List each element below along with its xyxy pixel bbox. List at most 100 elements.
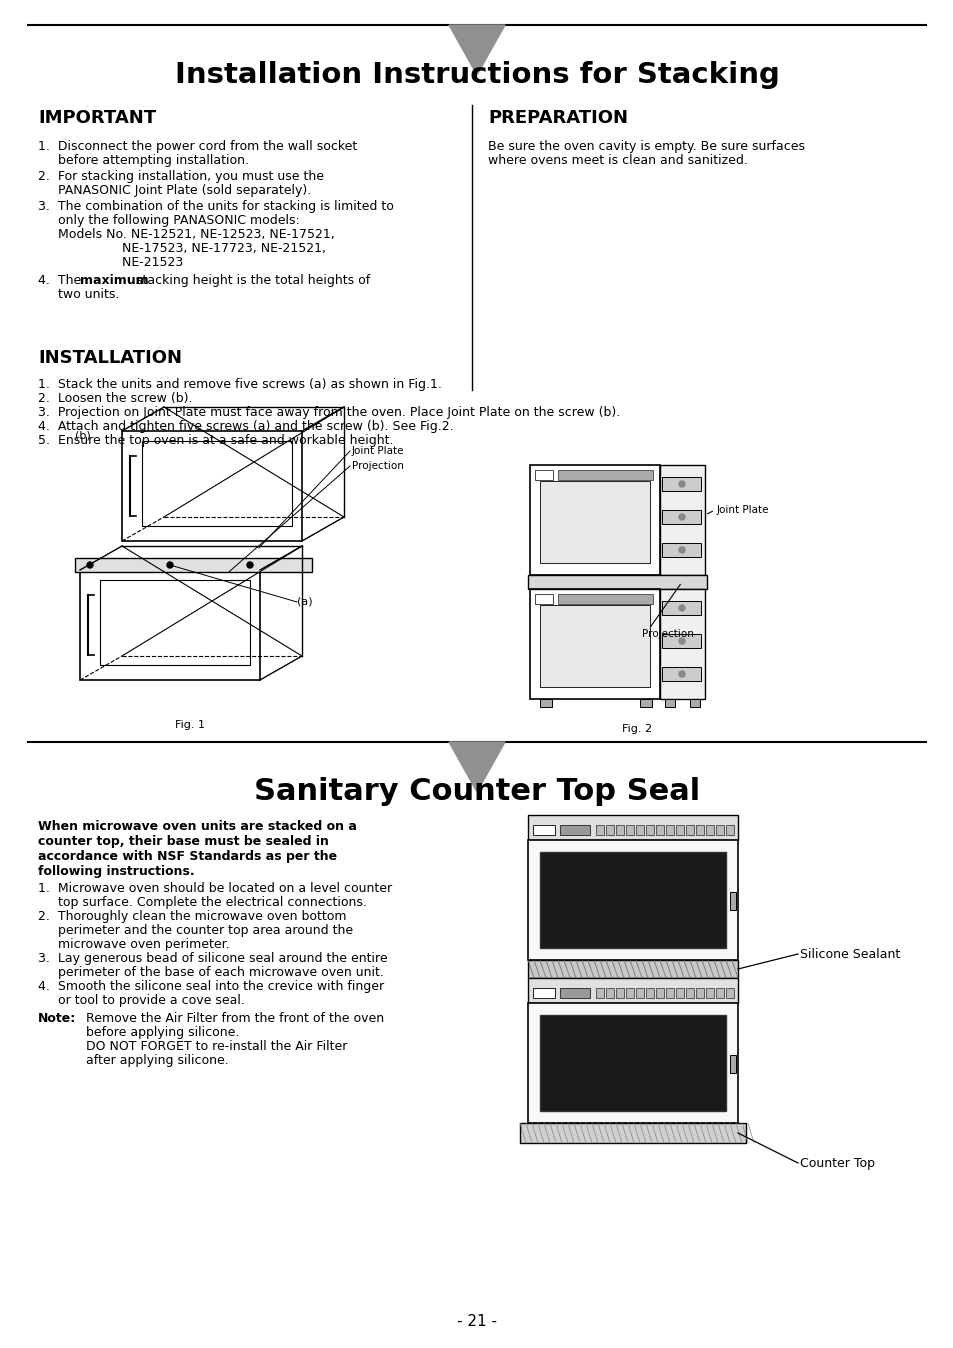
Bar <box>539 605 649 687</box>
Bar <box>527 816 738 840</box>
Bar <box>527 1003 738 1123</box>
Circle shape <box>679 547 684 553</box>
Bar <box>656 825 663 834</box>
Text: following instructions.: following instructions. <box>38 865 194 878</box>
Bar <box>559 988 589 998</box>
Bar <box>705 825 713 834</box>
Text: counter top, their base must be sealed in: counter top, their base must be sealed i… <box>38 834 329 848</box>
Text: 3.  Projection on Joint Plate must face away from the oven. Place Joint Plate on: 3. Projection on Joint Plate must face a… <box>38 406 619 419</box>
Bar <box>636 988 643 998</box>
Bar <box>665 988 673 998</box>
Bar <box>661 477 700 491</box>
Text: Sanitary Counter Top Seal: Sanitary Counter Top Seal <box>253 778 700 806</box>
Text: (a): (a) <box>296 597 313 607</box>
Bar <box>661 667 700 681</box>
Bar <box>559 825 589 834</box>
Bar <box>665 825 673 834</box>
Bar <box>676 988 683 998</box>
Text: Installation Instructions for Stacking: Installation Instructions for Stacking <box>174 61 779 89</box>
Text: maximum: maximum <box>80 274 149 287</box>
Text: Silicone Sealant: Silicone Sealant <box>800 948 900 961</box>
Bar <box>558 594 652 604</box>
Bar <box>625 988 634 998</box>
Bar <box>636 825 643 834</box>
Bar <box>661 510 700 524</box>
Text: or tool to provide a cove seal.: or tool to provide a cove seal. <box>38 993 245 1007</box>
Text: only the following PANASONIC models:: only the following PANASONIC models: <box>38 214 299 226</box>
Text: after applying silicone.: after applying silicone. <box>78 1054 229 1068</box>
Text: - 21 -: - 21 - <box>456 1314 497 1329</box>
Bar <box>725 825 733 834</box>
Bar <box>625 825 634 834</box>
Bar <box>539 481 649 563</box>
Text: Joint Plate: Joint Plate <box>717 506 769 515</box>
Text: Models No. NE-12521, NE-12523, NE-17521,: Models No. NE-12521, NE-12523, NE-17521, <box>38 228 335 241</box>
Bar <box>705 988 713 998</box>
Bar <box>100 580 250 665</box>
Text: DO NOT FORGET to re-install the Air Filter: DO NOT FORGET to re-install the Air Filt… <box>78 1041 347 1053</box>
Text: 3.  The combination of the units for stacking is limited to: 3. The combination of the units for stac… <box>38 200 394 213</box>
Bar <box>645 825 654 834</box>
Text: 4.  Attach and tighten five screws (a) and the screw (b). See Fig.2.: 4. Attach and tighten five screws (a) an… <box>38 421 453 433</box>
Text: Be sure the oven cavity is empty. Be sure surfaces: Be sure the oven cavity is empty. Be sur… <box>488 140 804 154</box>
Text: 2.  For stacking installation, you must use the: 2. For stacking installation, you must u… <box>38 170 324 183</box>
Text: top surface. Complete the electrical connections.: top surface. Complete the electrical con… <box>38 896 367 909</box>
Bar <box>535 594 553 604</box>
Circle shape <box>87 562 92 568</box>
Bar <box>661 543 700 557</box>
Bar <box>530 589 659 700</box>
Text: 4.  The: 4. The <box>38 274 85 287</box>
Text: before attempting installation.: before attempting installation. <box>38 154 249 167</box>
Bar <box>142 441 292 526</box>
Bar <box>535 470 553 480</box>
Bar <box>75 558 312 572</box>
Text: 4.  Smooth the silicone seal into the crevice with finger: 4. Smooth the silicone seal into the cre… <box>38 980 384 993</box>
Bar <box>519 1123 745 1143</box>
Text: before applying silicone.: before applying silicone. <box>78 1026 239 1039</box>
Bar <box>122 431 302 541</box>
Bar <box>676 825 683 834</box>
Bar <box>539 852 725 948</box>
Text: Note:: Note: <box>38 1012 76 1024</box>
Bar <box>659 465 704 576</box>
Bar <box>527 979 738 1003</box>
Text: 2.  Thoroughly clean the microwave oven bottom: 2. Thoroughly clean the microwave oven b… <box>38 910 346 923</box>
Circle shape <box>679 605 684 611</box>
Bar <box>729 892 735 910</box>
Polygon shape <box>449 741 504 793</box>
Text: perimeter and the counter top area around the: perimeter and the counter top area aroun… <box>38 923 353 937</box>
Bar <box>539 1015 725 1111</box>
Bar <box>696 825 703 834</box>
Text: NE-21523: NE-21523 <box>38 256 183 270</box>
Bar <box>596 825 603 834</box>
Bar <box>645 988 654 998</box>
Bar <box>661 634 700 648</box>
Text: Remove the Air Filter from the front of the oven: Remove the Air Filter from the front of … <box>78 1012 384 1024</box>
Bar <box>605 825 614 834</box>
Text: perimeter of the base of each microwave oven unit.: perimeter of the base of each microwave … <box>38 967 383 979</box>
Text: NE-17523, NE-17723, NE-21521,: NE-17523, NE-17723, NE-21521, <box>38 243 326 255</box>
Bar <box>659 589 704 700</box>
Text: 3.  Lay generous bead of silicone seal around the entire: 3. Lay generous bead of silicone seal ar… <box>38 952 387 965</box>
Bar <box>527 576 706 589</box>
Circle shape <box>167 562 172 568</box>
Bar <box>533 988 555 998</box>
Text: Counter Top: Counter Top <box>800 1157 874 1170</box>
Bar <box>533 825 555 834</box>
Circle shape <box>679 514 684 520</box>
Text: 1.  Stack the units and remove five screws (a) as shown in Fig.1.: 1. Stack the units and remove five screw… <box>38 377 441 391</box>
Text: 5.  Ensure the top oven is at a safe and workable height.: 5. Ensure the top oven is at a safe and … <box>38 434 393 448</box>
Bar <box>696 988 703 998</box>
Text: 2.  Loosen the screw (b).: 2. Loosen the screw (b). <box>38 392 193 404</box>
Bar <box>80 570 260 679</box>
Bar <box>605 988 614 998</box>
Text: 1.  Disconnect the power cord from the wall socket: 1. Disconnect the power cord from the wa… <box>38 140 356 154</box>
Bar <box>716 988 723 998</box>
Bar <box>716 825 723 834</box>
Bar <box>725 988 733 998</box>
Text: PREPARATION: PREPARATION <box>488 109 627 127</box>
Polygon shape <box>449 26 504 75</box>
Bar <box>729 1055 735 1073</box>
Text: When microwave oven units are stacked on a: When microwave oven units are stacked on… <box>38 820 356 833</box>
Text: PANASONIC Joint Plate (sold separately).: PANASONIC Joint Plate (sold separately). <box>38 183 311 197</box>
